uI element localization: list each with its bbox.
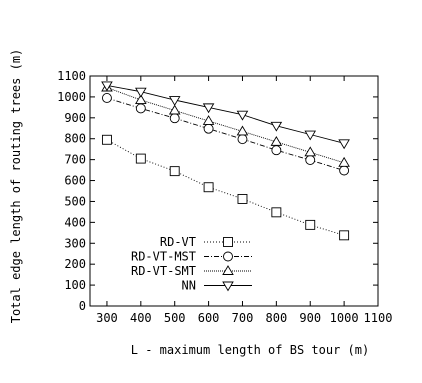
x-tick-label: 1000 <box>330 311 359 325</box>
data-point <box>237 134 248 145</box>
data-point <box>270 121 283 132</box>
x-axis-label: L - maximum length of BS tour (m) <box>131 343 369 357</box>
data-point <box>202 115 215 125</box>
x-tick-label: 900 <box>299 311 321 325</box>
legend-label: RD-VT-MST <box>131 250 196 264</box>
y-tick-label: 1100 <box>57 69 86 83</box>
legend-label: NN <box>182 279 196 293</box>
legend-label: RD-VT-SMT <box>131 264 196 278</box>
data-point <box>135 94 147 104</box>
series-rd-vt <box>101 134 350 241</box>
data-point <box>236 110 249 121</box>
x-tick-label: 600 <box>198 311 220 325</box>
data-point <box>305 155 316 166</box>
data-point <box>169 166 180 177</box>
x-tick-label: 800 <box>266 311 288 325</box>
x-tick-label: 1100 <box>364 311 393 325</box>
data-point <box>101 93 112 103</box>
legend-marker <box>222 281 234 292</box>
legend-marker <box>223 237 233 247</box>
data-point <box>305 219 316 230</box>
data-point <box>135 153 146 164</box>
y-tick-label: 800 <box>64 132 86 146</box>
x-tick-label: 500 <box>164 311 186 325</box>
legend-marker <box>223 251 233 262</box>
data-point <box>168 96 181 106</box>
data-point <box>203 182 214 193</box>
data-point <box>339 165 350 176</box>
x-tick-label: 300 <box>96 311 118 325</box>
x-tick-label: 400 <box>130 311 152 325</box>
data-point <box>237 193 248 204</box>
data-point <box>338 156 350 167</box>
series-line <box>106 87 345 164</box>
y-tick-label: 500 <box>64 194 86 208</box>
data-point <box>202 103 215 114</box>
series-line <box>106 97 345 171</box>
y-tick-label: 1000 <box>57 90 86 104</box>
y-tick-label: 400 <box>64 215 86 229</box>
data-point <box>338 139 350 150</box>
series-rd-vt-smt <box>101 81 350 167</box>
data-point <box>271 145 282 156</box>
data-point <box>339 230 350 241</box>
data-point <box>101 81 113 92</box>
data-point <box>270 135 283 146</box>
legend-label: RD-VT <box>160 235 196 249</box>
series-line <box>106 84 345 144</box>
y-axis-label: Total edge length of routing trees (m) <box>9 49 23 324</box>
data-point <box>169 113 180 124</box>
y-tick-label: 900 <box>64 111 86 125</box>
series-nn <box>101 81 350 150</box>
data-point <box>236 125 249 136</box>
y-tick-label: 600 <box>64 174 86 188</box>
data-point <box>168 104 181 115</box>
data-point <box>304 146 317 157</box>
data-point <box>135 103 146 114</box>
y-tick-label: 0 <box>79 299 86 313</box>
plot-frame <box>89 75 379 307</box>
y-tick-label: 200 <box>64 257 86 271</box>
y-tick-label: 100 <box>64 278 86 292</box>
legend-marker <box>222 265 234 275</box>
data-point <box>203 123 214 134</box>
data-point <box>101 134 112 145</box>
y-tick-label: 700 <box>64 153 86 167</box>
data-point <box>304 130 317 141</box>
y-tick-label: 300 <box>64 236 86 250</box>
x-tick-label: 700 <box>232 311 254 325</box>
data-point <box>271 207 282 218</box>
data-point <box>135 87 147 98</box>
